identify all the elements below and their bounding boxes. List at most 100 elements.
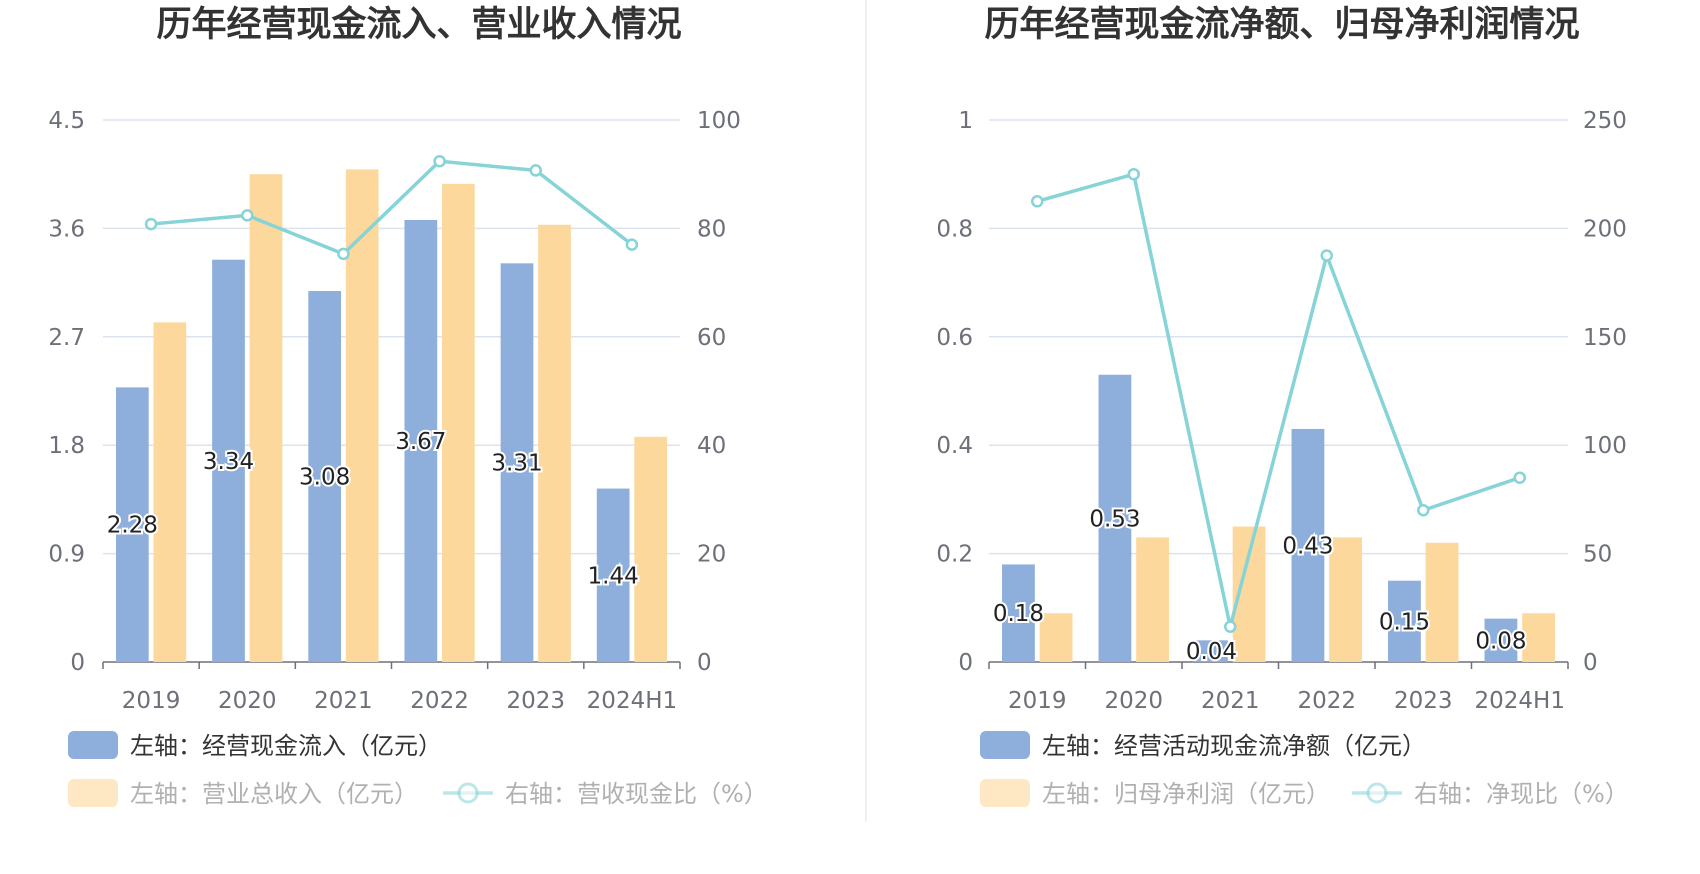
legend-label: 左轴：经营活动现金流净额（亿元）	[1042, 732, 1426, 760]
category-label: 2023	[506, 688, 565, 714]
category-label: 2022	[410, 688, 469, 714]
right-axis-tick-label: 250	[1583, 108, 1627, 134]
left-axis-tick-label: 1.8	[48, 433, 85, 459]
category-label: 2024H1	[1475, 688, 1565, 714]
bar-secondary	[1329, 537, 1362, 662]
chart-cash-inflow-revenue: 历年经营现金流入、营业收入情况 0 0 0.9 20 1.8 40 2.7 60 3.6 80 4.5…	[48, 4, 767, 808]
right-axis-tick-label: 80	[697, 216, 726, 242]
bar-secondary	[441, 183, 475, 662]
bar-secondary	[1039, 613, 1073, 662]
ratio-point	[241, 209, 254, 222]
legend-label: 右轴：净现比（%）	[1414, 780, 1629, 808]
bar-data-label: 0.04	[1186, 639, 1237, 665]
bar-data-label: 1.44	[588, 563, 639, 589]
left-axis-tick-label: 3.6	[48, 216, 85, 242]
ratio-point	[1320, 249, 1333, 262]
bar-primary	[500, 263, 534, 662]
bar-secondary	[1425, 542, 1459, 662]
legend-label: 左轴：归母净利润（亿元）	[1042, 780, 1330, 808]
legend-swatch	[980, 779, 1030, 807]
category-label: 2021	[1201, 688, 1260, 714]
right-axis-tick-label: 100	[697, 108, 741, 134]
left-axis-tick-label: 0.6	[936, 325, 973, 351]
right-axis-tick-label: 100	[1583, 433, 1627, 459]
bar-data-label: 0.15	[1379, 609, 1430, 635]
bar-primary	[1098, 374, 1132, 662]
chart-title: 历年经营现金流入、营业收入情况	[156, 4, 681, 45]
ratio-point	[1417, 503, 1430, 517]
legend-marker-swatch	[457, 782, 479, 804]
category-label: 2020	[1104, 688, 1163, 714]
bar-secondary	[538, 224, 571, 662]
ratio-point	[1031, 195, 1044, 208]
right-axis-tick-label: 0	[697, 650, 712, 676]
legend-item: 右轴：净现比（%）	[1352, 780, 1629, 808]
bar-primary	[1484, 618, 1518, 662]
legend-marker-swatch	[1366, 782, 1388, 804]
category-label: 2019	[122, 688, 181, 714]
bar-data-label: 0.43	[1282, 533, 1333, 559]
legend-item: 左轴：经营现金流入（亿元）	[68, 731, 442, 760]
bar-primary	[404, 219, 438, 663]
ratio-point	[529, 164, 542, 177]
legend-item: 右轴：营收现金比（%）	[443, 780, 768, 808]
legend-item: 左轴：营业总收入（亿元）	[68, 779, 418, 808]
bar-secondary	[153, 322, 187, 662]
left-axis-tick-label: 4.5	[48, 108, 85, 134]
right-axis-tick-label: 200	[1583, 216, 1627, 242]
bar-data-label: 3.31	[491, 451, 542, 477]
chart-net-cash-flow-profit: 历年经营现金流净额、归母净利润情况 0 0 0.2 50 0.4 100 0.6 150 0.8 2…	[936, 4, 1628, 808]
bar-primary	[596, 488, 630, 662]
bar-primary	[1195, 640, 1228, 662]
left-axis-tick-label: 0.8	[936, 216, 973, 242]
left-axis-tick-label: 0	[70, 650, 85, 676]
bar-data-label: 0.53	[1089, 506, 1140, 532]
legend-swatch	[68, 731, 118, 759]
bar-primary	[212, 259, 245, 662]
left-axis-tick-label: 0.9	[48, 542, 85, 568]
category-label: 2021	[314, 688, 373, 714]
bar-data-label: 3.08	[299, 465, 350, 491]
bar-data-label: 3.67	[395, 429, 446, 455]
left-axis-tick-label: 0.2	[936, 542, 973, 568]
right-axis-tick-label: 50	[1583, 542, 1612, 568]
category-label: 2019	[1008, 688, 1067, 714]
bar-primary	[1291, 428, 1325, 662]
legend-item: 左轴：归母净利润（亿元）	[980, 779, 1330, 808]
chart-title: 历年经营现金流净额、归母净利润情况	[984, 4, 1579, 45]
bar-data-label: 3.34	[203, 449, 254, 475]
category-label: 2023	[1394, 688, 1453, 714]
bar-secondary	[634, 436, 668, 662]
bar-secondary	[345, 169, 379, 663]
ratio-point	[1127, 167, 1140, 181]
legend-item: 左轴：经营活动现金流净额（亿元）	[980, 731, 1426, 760]
ratio-point	[1513, 471, 1526, 484]
legend-label: 左轴：营业总收入（亿元）	[130, 780, 418, 808]
category-label: 2020	[218, 688, 277, 714]
bar-secondary	[249, 174, 283, 662]
right-axis-tick-label: 60	[697, 325, 726, 351]
left-axis-tick-label: 0.4	[936, 433, 973, 459]
bar-data-label: 0.08	[1475, 628, 1526, 654]
ratio-point	[1224, 620, 1237, 633]
left-axis-tick-label: 0	[958, 650, 973, 676]
right-axis-tick-label: 40	[697, 433, 726, 459]
legend-swatch	[68, 779, 118, 807]
category-label: 2022	[1297, 688, 1356, 714]
ratio-point	[433, 154, 446, 168]
bar-data-label: 2.28	[107, 513, 158, 539]
ratio-line	[150, 159, 633, 256]
bar-secondary	[1136, 537, 1169, 662]
right-axis-tick-label: 20	[697, 542, 726, 568]
bar-primary	[115, 387, 149, 662]
bar-primary	[1388, 580, 1421, 662]
ratio-point	[625, 238, 639, 251]
legend-label: 右轴：营收现金比（%）	[505, 780, 768, 808]
legend-swatch	[980, 731, 1030, 759]
right-axis-tick-label: 0	[1583, 650, 1598, 676]
bar-secondary	[1522, 613, 1555, 662]
ratio-point	[144, 217, 158, 231]
bar-data-label: 0.18	[993, 601, 1044, 627]
bar-primary	[308, 291, 342, 662]
